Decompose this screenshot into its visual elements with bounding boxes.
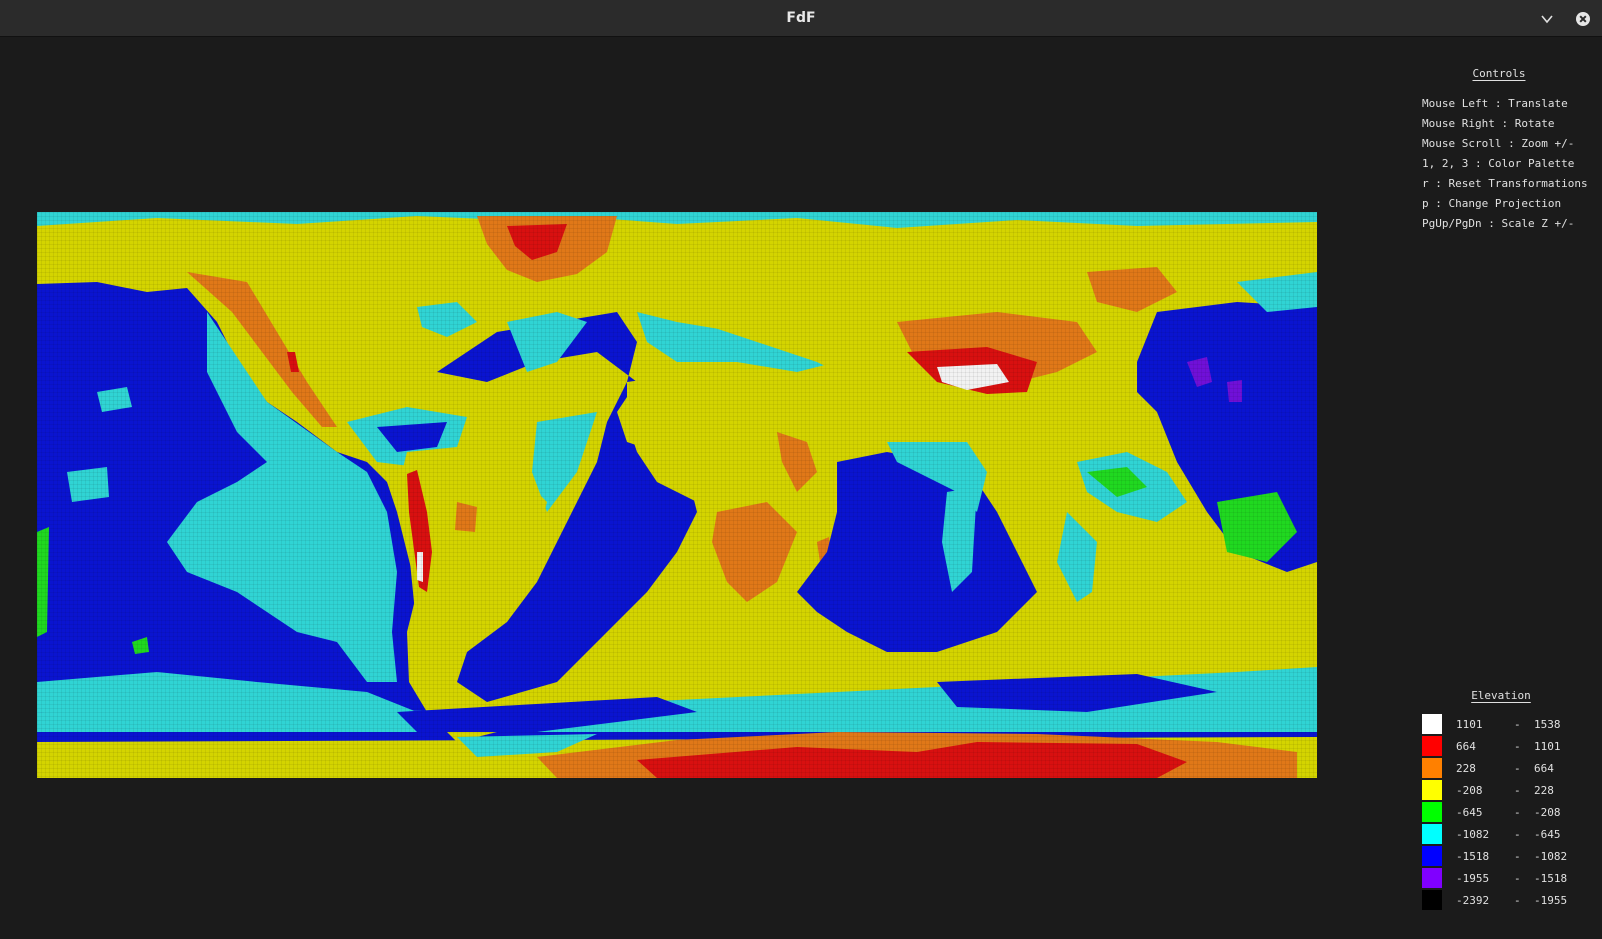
control-line: Mouse Right : Rotate (1422, 117, 1555, 130)
legend-min: -208 (1456, 784, 1483, 797)
legend-max: 1101 (1534, 740, 1561, 753)
legend-separator: - (1514, 894, 1521, 907)
control-line: r : Reset Transformations (1422, 177, 1588, 190)
legend-row: -2392 - -1955 (1422, 890, 1592, 910)
legend-separator: - (1514, 828, 1521, 841)
legend-max: -645 (1534, 828, 1561, 841)
legend-max: 228 (1534, 784, 1554, 797)
legend-max: -1518 (1534, 872, 1568, 885)
legend-min: 1101 (1456, 718, 1483, 731)
legend-swatch (1422, 736, 1442, 756)
legend-separator: - (1514, 872, 1521, 885)
control-line: p : Change Projection (1422, 197, 1562, 210)
legend-max: 664 (1534, 762, 1554, 775)
legend-row: -645 - -208 (1422, 802, 1592, 822)
minimize-button[interactable] (1537, 9, 1557, 29)
legend-max: -208 (1534, 806, 1561, 819)
legend-row: -1082 - -645 (1422, 824, 1592, 844)
window-title: FdF (786, 10, 816, 26)
legend-max: 1538 (1534, 718, 1561, 731)
legend-row: -1955 - -1518 (1422, 868, 1592, 888)
legend-separator: - (1514, 850, 1521, 863)
control-line: PgUp/PgDn : Scale Z +/- (1422, 217, 1575, 230)
legend-min: -1082 (1456, 828, 1490, 841)
legend-max: -1082 (1534, 850, 1568, 863)
controls-heading: Controls (1472, 67, 1526, 80)
close-button[interactable] (1573, 9, 1593, 29)
control-line: 1, 2, 3 : Color Palette (1422, 157, 1575, 170)
legend-max: -1955 (1534, 894, 1568, 907)
legend-swatch (1422, 846, 1442, 866)
legend-min: -1518 (1456, 850, 1490, 863)
legend-row: 228 - 664 (1422, 758, 1592, 778)
control-line: Mouse Scroll : Zoom +/- (1422, 137, 1575, 150)
legend-separator: - (1514, 806, 1521, 819)
chevron-down-icon (1541, 15, 1553, 24)
legend-min: -645 (1456, 806, 1483, 819)
legend-min: -2392 (1456, 894, 1490, 907)
legend-separator: - (1514, 740, 1521, 753)
legend-separator: - (1514, 762, 1521, 775)
legend-min: 664 (1456, 740, 1476, 753)
legend-min: 228 (1456, 762, 1476, 775)
legend-swatch (1422, 714, 1442, 734)
world-elevation-map (37, 212, 1317, 778)
legend-row: 664 - 1101 (1422, 736, 1592, 756)
legend-swatch (1422, 780, 1442, 800)
legend-swatch (1422, 890, 1442, 910)
title-bar: FdF (0, 0, 1602, 37)
legend-separator: - (1514, 784, 1521, 797)
legend-row: 1101 - 1538 (1422, 714, 1592, 734)
legend-min: -1955 (1456, 872, 1490, 885)
close-icon (1576, 12, 1590, 26)
legend-swatch (1422, 758, 1442, 778)
elevation-map-canvas[interactable] (37, 212, 1317, 778)
legend-swatch (1422, 824, 1442, 844)
legend-row: -208 - 228 (1422, 780, 1592, 800)
control-line: Mouse Left : Translate (1422, 97, 1568, 110)
legend-separator: - (1514, 718, 1521, 731)
elevation-legend-heading: Elevation (1471, 689, 1531, 702)
legend-swatch (1422, 802, 1442, 822)
legend-row: -1518 - -1082 (1422, 846, 1592, 866)
legend-swatch (1422, 868, 1442, 888)
